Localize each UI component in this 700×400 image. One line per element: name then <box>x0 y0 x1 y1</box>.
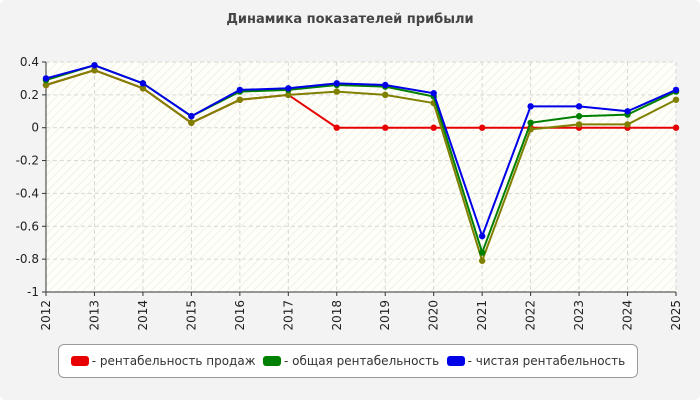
series-3-point-2023 <box>575 121 583 128</box>
legend-swatch-1 <box>263 356 282 366</box>
series-2-point-2013 <box>91 62 98 69</box>
series-3-line <box>45 69 677 264</box>
series-2-point-2025 <box>672 86 680 94</box>
series-2-line <box>45 64 677 240</box>
series-3-point-2015 <box>188 119 195 126</box>
series-2-point-2020 <box>430 90 437 97</box>
x-tick-label-2016: 2016 <box>233 300 247 331</box>
legend-swatch-0 <box>70 356 89 366</box>
x-tick-label-2013: 2013 <box>87 300 101 331</box>
series-0-point-2025 <box>672 124 680 131</box>
x-tick-label-2023: 2023 <box>572 300 586 331</box>
series-0-point-2019 <box>382 124 389 131</box>
x-tick-label-2015: 2015 <box>184 300 198 331</box>
series-group <box>42 62 680 264</box>
y-tick-labels: 0.4 0.2 0 -0.2 -0.4 -0.6 -0.8 -1 <box>16 55 39 299</box>
y-tick-label-4: -0.4 <box>16 186 39 200</box>
series-2-point-2012 <box>42 75 50 82</box>
x-tick-label-2024: 2024 <box>621 300 635 331</box>
series-3-point-2025 <box>672 96 680 103</box>
x-tick-label-2012: 2012 <box>39 300 53 331</box>
series-2 <box>42 62 680 240</box>
y-tick-label-7: -1 <box>27 285 39 299</box>
plot-area <box>46 62 676 292</box>
legend-swatch-2 <box>446 356 465 366</box>
series-2-point-2014 <box>139 80 147 87</box>
x-tick-label-2017: 2017 <box>281 300 295 331</box>
series-0-point-2020 <box>430 124 437 131</box>
legend-item-0: - рентабельность продаж <box>70 354 256 368</box>
y-tick-label-1: 0.2 <box>20 88 39 102</box>
y-tick-label-0: 0.4 <box>20 55 39 69</box>
x-tick-label-2018: 2018 <box>330 300 344 331</box>
series-2-point-2023 <box>575 103 583 110</box>
series-2-point-2022 <box>527 103 534 110</box>
series-0-point-2018 <box>333 124 340 131</box>
axes <box>42 61 677 296</box>
series-2-point-2019 <box>382 81 389 89</box>
series-2-point-2021 <box>478 232 486 240</box>
x-tick-label-2020: 2020 <box>427 300 441 331</box>
legend: - рентабельность продаж - общая рентабель… <box>58 344 638 378</box>
y-tick-label-3: -0.2 <box>16 154 39 168</box>
series-2-point-2016 <box>236 86 244 94</box>
series-2-point-2018 <box>333 80 340 87</box>
y-tick-label-5: -0.6 <box>16 219 39 233</box>
series-2-point-2024 <box>624 108 631 115</box>
series-1-point-2023 <box>575 113 583 120</box>
legend-item-1: - общая рентабельность <box>263 354 439 368</box>
series-0-point-2021 <box>478 124 486 131</box>
series-1-point-2021 <box>478 249 486 256</box>
chart-title: Динамика показателей прибыли <box>226 12 474 27</box>
x-tick-labels: 2012 2013 2014 2015 2016 2017 2018 2019 2020 2021… <box>39 300 683 331</box>
legend-item-2: - чистая рентабельность <box>446 354 626 368</box>
series-3-point-2021 <box>478 257 486 264</box>
x-tick-label-2025: 2025 <box>669 300 683 331</box>
series-3-point-2016 <box>236 96 244 103</box>
y-tick-label-2: 0 <box>31 121 39 135</box>
series-1-point-2022 <box>527 119 534 126</box>
legend-label-2: - чистая рентабельность <box>467 354 626 368</box>
x-tick-label-2022: 2022 <box>524 300 538 331</box>
series-3-point-2019 <box>382 91 389 99</box>
series-3-point-2017 <box>285 91 292 99</box>
legend-label-0: - рентабельность продаж <box>91 354 256 368</box>
x-tick-label-2021: 2021 <box>475 300 489 331</box>
series-3-point-2018 <box>333 88 340 95</box>
y-tick-label-6: -0.8 <box>16 252 39 266</box>
x-tick-label-2019: 2019 <box>378 300 392 331</box>
series-3-point-2012 <box>42 81 50 89</box>
series-3-point-2014 <box>139 85 147 92</box>
series-3-point-2024 <box>624 121 631 128</box>
series-2-point-2017 <box>285 85 292 92</box>
series-2-point-2015 <box>188 113 195 120</box>
legend-label-1: - общая рентабельность <box>284 354 440 368</box>
series-3 <box>42 67 680 264</box>
x-tick-label-2014: 2014 <box>136 300 150 331</box>
series-3-point-2013 <box>91 67 98 74</box>
